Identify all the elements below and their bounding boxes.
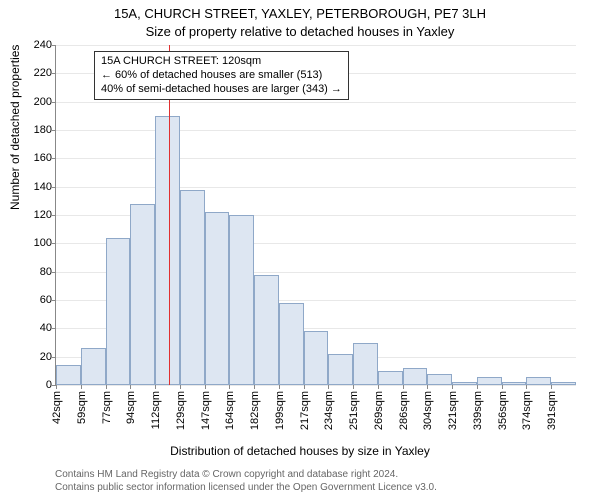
histogram-bar [81, 348, 106, 385]
x-tick-label: 147sqm [198, 391, 212, 430]
grid-line [56, 102, 576, 103]
x-tick-label: 94sqm [123, 391, 137, 424]
x-tick-mark [526, 385, 527, 389]
x-tick-label: 286sqm [396, 391, 410, 430]
x-tick-label: 356sqm [495, 391, 509, 430]
grid-line [56, 187, 576, 188]
x-tick-mark [180, 385, 181, 389]
x-tick-mark [304, 385, 305, 389]
histogram-bar [180, 190, 205, 386]
x-tick-label: 304sqm [420, 391, 434, 430]
x-tick-mark [427, 385, 428, 389]
histogram-bar [353, 343, 378, 386]
x-tick-label: 42sqm [49, 391, 63, 424]
y-axis-label: Number of detached properties [8, 45, 22, 210]
histogram-bar [526, 377, 551, 386]
y-tick-label: 100 [34, 237, 56, 249]
histogram-bar [304, 331, 329, 385]
info-box: 15A CHURCH STREET: 120sqm ← 60% of detac… [94, 51, 349, 100]
chart-title-main: 15A, CHURCH STREET, YAXLEY, PETERBOROUGH… [0, 6, 600, 21]
y-tick-label: 140 [34, 181, 56, 193]
info-line-3: 40% of semi-detached houses are larger (… [101, 83, 342, 97]
grid-line [56, 45, 576, 46]
histogram-bar [279, 303, 304, 385]
x-tick-mark [254, 385, 255, 389]
x-tick-label: 321sqm [445, 391, 459, 430]
histogram-bar [328, 354, 353, 385]
x-tick-mark [205, 385, 206, 389]
y-tick-label: 60 [40, 294, 56, 306]
y-tick-label: 80 [40, 266, 56, 278]
x-tick-mark [155, 385, 156, 389]
grid-line [56, 158, 576, 159]
grid-line [56, 130, 576, 131]
x-tick-label: 251sqm [346, 391, 360, 430]
y-tick-label: 220 [34, 67, 56, 79]
x-tick-mark [106, 385, 107, 389]
x-tick-mark [551, 385, 552, 389]
y-tick-label: 0 [46, 379, 56, 391]
x-tick-mark [378, 385, 379, 389]
grid-line [56, 385, 576, 386]
footer-line-1: Contains HM Land Registry data © Crown c… [55, 468, 437, 481]
x-tick-label: 112sqm [148, 391, 162, 429]
y-tick-label: 200 [34, 96, 56, 108]
x-tick-label: 339sqm [470, 391, 484, 430]
histogram-bar [452, 382, 477, 385]
histogram-bar [205, 212, 230, 385]
x-tick-mark [229, 385, 230, 389]
histogram-bar [229, 215, 254, 385]
x-tick-label: 77sqm [99, 391, 113, 424]
histogram-bar [403, 368, 428, 385]
y-tick-label: 180 [34, 124, 56, 136]
x-tick-label: 129sqm [173, 391, 187, 430]
y-tick-label: 240 [34, 39, 56, 51]
footer-line-2: Contains public sector information licen… [55, 481, 437, 494]
x-tick-mark [130, 385, 131, 389]
histogram-bar [502, 382, 527, 385]
x-tick-label: 269sqm [371, 391, 385, 430]
x-tick-mark [56, 385, 57, 389]
histogram-bar [378, 371, 403, 385]
x-tick-label: 59sqm [74, 391, 88, 424]
x-tick-mark [452, 385, 453, 389]
y-tick-label: 120 [34, 209, 56, 221]
chart-container: 15A, CHURCH STREET, YAXLEY, PETERBOROUGH… [0, 0, 600, 500]
x-tick-label: 374sqm [519, 391, 533, 430]
histogram-bar [254, 275, 279, 386]
chart-title-sub: Size of property relative to detached ho… [0, 24, 600, 39]
x-tick-mark [328, 385, 329, 389]
x-tick-label: 217sqm [297, 391, 311, 430]
y-tick-label: 20 [40, 351, 56, 363]
x-axis-label: Distribution of detached houses by size … [0, 444, 600, 458]
footer-attribution: Contains HM Land Registry data © Crown c… [55, 468, 437, 494]
histogram-bar [56, 365, 81, 385]
histogram-bar [130, 204, 155, 385]
x-tick-label: 199sqm [272, 391, 286, 430]
x-tick-label: 182sqm [247, 391, 261, 430]
y-tick-label: 160 [34, 152, 56, 164]
x-tick-mark [279, 385, 280, 389]
x-tick-mark [477, 385, 478, 389]
plot-area: 02040608010012014016018020022024042sqm59… [55, 45, 576, 386]
info-line-1: 15A CHURCH STREET: 120sqm [101, 55, 342, 69]
x-tick-label: 164sqm [222, 391, 236, 430]
x-tick-label: 391sqm [544, 391, 558, 430]
histogram-bar [106, 238, 131, 385]
x-tick-mark [502, 385, 503, 389]
x-tick-label: 234sqm [321, 391, 335, 430]
histogram-bar [155, 116, 180, 385]
x-tick-mark [403, 385, 404, 389]
x-tick-mark [81, 385, 82, 389]
info-line-2: ← 60% of detached houses are smaller (51… [101, 69, 342, 83]
histogram-bar [551, 382, 576, 385]
y-tick-label: 40 [40, 322, 56, 334]
x-tick-mark [353, 385, 354, 389]
histogram-bar [427, 374, 452, 385]
histogram-bar [477, 377, 502, 386]
